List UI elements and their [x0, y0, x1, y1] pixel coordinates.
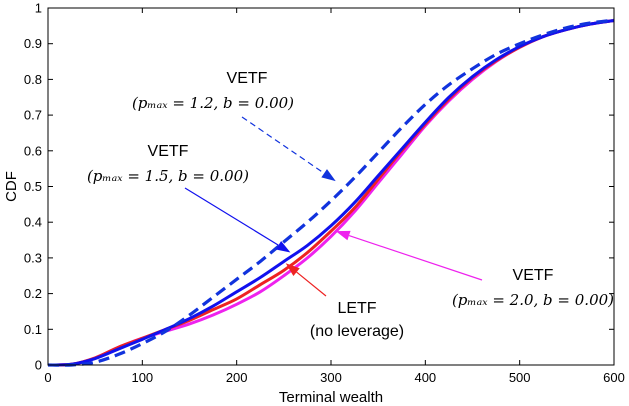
annotation-pmax12: VETF (pₘₐₓ = 1.2, b = 0.00): [132, 70, 336, 182]
annotation-title: VETF: [227, 70, 268, 87]
series-line-1: [47, 19, 615, 367]
y-tick-label: 0.4: [24, 215, 42, 230]
series-line-2: [47, 19, 615, 367]
y-tick-label: 1: [35, 1, 42, 16]
annotation-param: (pₘₐₓ = 1.2, b = 0.00): [132, 94, 294, 112]
x-tick-label: 300: [320, 370, 342, 385]
ticks-layer: 0 100 200 300 400 500 600 0 0.1 0.2 0.3 0.4 0.5 0.6 0.…: [24, 1, 625, 386]
annotation-arrow-line: [296, 271, 327, 297]
x-tick-label: 100: [131, 370, 153, 385]
annotation-arrow-head: [321, 169, 336, 182]
x-axis-label: Terminal wealth: [279, 389, 383, 406]
y-tick-label: 0: [35, 358, 42, 373]
series-line-3: [47, 18, 615, 367]
annotation-arrow-head: [335, 230, 351, 241]
annotation-param: (no leverage): [310, 323, 404, 340]
annotation-title: VETF: [513, 267, 554, 284]
series-line-0: [47, 19, 615, 367]
y-tick-label: 0.9: [24, 36, 42, 51]
y-tick-label: 0.5: [24, 179, 42, 194]
x-tick-label: 400: [414, 370, 436, 385]
annotation-title: VETF: [148, 143, 189, 160]
y-tick-label: 0.2: [24, 286, 42, 301]
annotation-arrow-head: [285, 263, 300, 276]
y-tick-label: 0.7: [24, 108, 42, 123]
annotation-arrow-line: [184, 187, 279, 246]
y-tick-label: 0.6: [24, 143, 42, 158]
annotation-layer: VETF (pₘₐₓ = 1.2, b = 0.00) VETF (pₘₐₓ = 1.…: [87, 70, 614, 340]
y-tick-label: 0.3: [24, 250, 42, 265]
y-axis-label: CDF: [3, 171, 20, 202]
series-layer: [47, 18, 615, 367]
x-tick-label: 600: [603, 370, 625, 385]
annotation-arrow-line: [348, 234, 483, 281]
plot-frame: [47, 7, 615, 366]
annotation-title: LETF: [337, 300, 376, 317]
annotation-param: (pₘₐₓ = 2.0, b = 0.00): [452, 291, 614, 309]
annotation-pmax20: VETF (pₘₐₓ = 2.0, b = 0.00): [335, 230, 614, 309]
annotation-arrow-head: [275, 240, 291, 253]
y-tick-label: 0.1: [24, 322, 42, 337]
x-tick-label: 500: [509, 370, 531, 385]
annotation-letf: LETF (no leverage): [285, 263, 404, 340]
annotation-pmax15: VETF (pₘₐₓ = 1.5, b = 0.00): [87, 143, 291, 253]
y-tick-label: 0.8: [24, 72, 42, 87]
x-tick-label: 200: [226, 370, 248, 385]
annotation-param: (pₘₐₓ = 1.5, b = 0.00): [87, 167, 249, 185]
x-tick-label: 0: [44, 370, 51, 385]
annotation-arrow-line: [241, 116, 325, 174]
